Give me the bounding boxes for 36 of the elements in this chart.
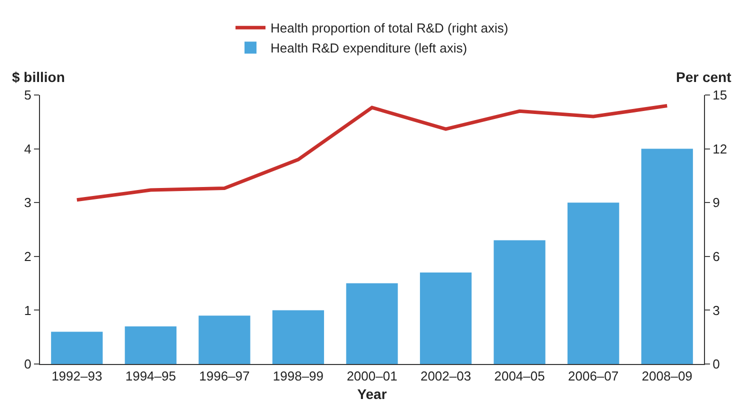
x-tick-label: 2002–03 (420, 368, 472, 384)
x-tick-label: 2008–09 (642, 368, 692, 384)
x-tick-label: 2006–07 (568, 368, 619, 384)
y2-tick-label: 6 (712, 248, 720, 264)
legend-label: Health proportion of total R&D (right axis) (270, 20, 508, 36)
x-tick-label: 1992–93 (52, 368, 102, 384)
bar (494, 240, 546, 364)
y2-axis-title: Per cent (676, 69, 732, 85)
y2-tick-label: 3 (712, 302, 720, 318)
y-tick-label: 0 (24, 356, 32, 372)
x-tick-label: 2004–05 (494, 368, 545, 384)
bar (272, 310, 324, 364)
bar (346, 283, 398, 364)
x-tick-label: 1998–99 (272, 368, 324, 384)
y-axis-title: $ billion (12, 69, 65, 85)
bar (124, 326, 176, 364)
y2-tick-label: 15 (712, 88, 728, 103)
x-tick-label: 1996–97 (199, 368, 250, 384)
bar (568, 202, 620, 364)
bar (641, 148, 693, 364)
y-tick-label: 3 (24, 195, 32, 210)
x-tick-label: 2000–01 (346, 368, 398, 384)
x-tick-label: 1994–95 (125, 368, 176, 384)
y-tick-label: 5 (24, 88, 32, 103)
legend-label: Health R&D expenditure (left axis) (270, 40, 468, 56)
y-tick-label: 1 (24, 302, 32, 318)
y2-tick-label: 12 (712, 141, 728, 156)
y2-tick-label: 0 (712, 356, 720, 372)
y-tick-label: 4 (24, 141, 32, 156)
bar (51, 332, 103, 364)
y-tick-label: 2 (24, 248, 32, 264)
x-axis-title: Year (357, 386, 388, 402)
y2-tick-label: 9 (712, 195, 720, 210)
line-series (75, 104, 669, 202)
bar (198, 316, 250, 364)
bar (420, 272, 472, 364)
